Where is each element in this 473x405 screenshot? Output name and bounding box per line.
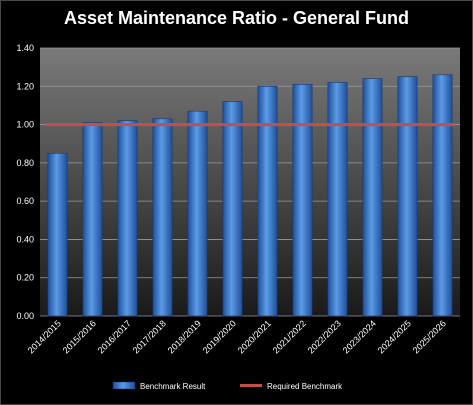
x-tick-label: 2016/2017: [96, 318, 133, 355]
x-tick-label: 2023/2024: [341, 318, 378, 355]
y-tick-label: 0.80: [16, 158, 34, 168]
legend-swatch-bar: [112, 381, 136, 390]
x-tick-label: 2025/2026: [411, 318, 448, 355]
bar: [397, 76, 418, 317]
bar: [187, 110, 208, 317]
x-tick-label: 2022/2023: [306, 318, 343, 355]
bar: [82, 122, 103, 317]
chart-title: Asset Maintenance Ratio - General Fund: [63, 8, 410, 28]
bar: [222, 101, 243, 317]
x-axis-ticks: 2014/20152015/20162016/20172017/20182018…: [26, 318, 448, 355]
bar: [152, 118, 173, 317]
x-tick-label: 2021/2022: [271, 318, 308, 355]
y-tick-label: 0.20: [16, 273, 34, 283]
x-tick-label: 2024/2025: [376, 318, 413, 355]
bar: [292, 84, 313, 317]
x-tick-label: 2019/2020: [201, 318, 238, 355]
y-tick-label: 0.00: [16, 311, 34, 321]
plot-area: [40, 48, 460, 316]
y-tick-label: 0.40: [16, 234, 34, 244]
bar: [117, 120, 138, 317]
bar: [327, 82, 348, 317]
legend: Benchmark Result Required Benchmark: [112, 381, 343, 391]
x-tick-label: 2017/2018: [131, 318, 168, 355]
y-tick-label: 0.60: [16, 196, 34, 206]
y-tick-label: 1.20: [16, 81, 34, 91]
x-tick-label: 2015/2016: [61, 318, 98, 355]
y-tick-label: 1.40: [16, 43, 34, 53]
x-tick-label: 2018/2019: [166, 318, 203, 355]
x-tick-label: 2020/2021: [236, 318, 273, 355]
y-axis-ticks: 0.00 0.20 0.40 0.60 0.80 1.00 1.20 1.40: [16, 43, 34, 321]
bar: [432, 74, 453, 317]
x-tick-label: 2014/2015: [26, 318, 63, 355]
y-tick-label: 1.00: [16, 120, 34, 130]
legend-label: Benchmark Result: [140, 382, 206, 391]
bar: [257, 85, 278, 317]
bar: [47, 152, 68, 317]
legend-label: Required Benchmark: [267, 382, 343, 391]
bars: [47, 74, 453, 317]
bar: [362, 78, 383, 317]
